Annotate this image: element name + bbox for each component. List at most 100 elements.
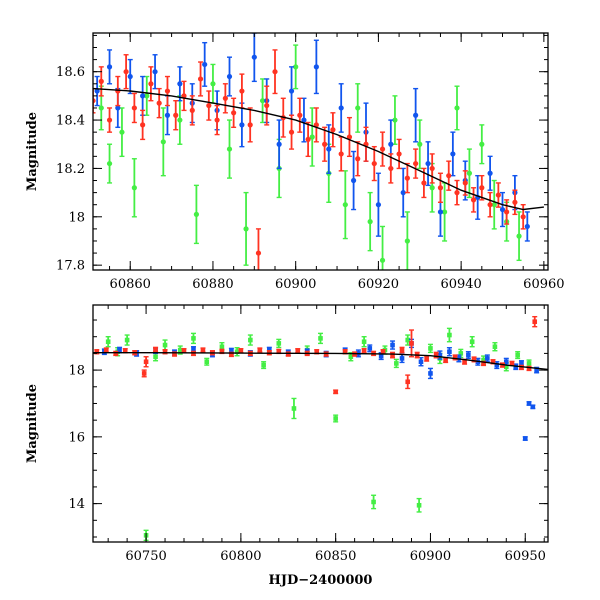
marker <box>103 347 109 353</box>
data-point-red <box>164 75 171 107</box>
y-tick-label: 18 <box>68 210 85 225</box>
marker <box>210 81 216 87</box>
data-point-red <box>181 80 187 112</box>
marker <box>471 357 477 362</box>
marker <box>462 180 468 186</box>
data-point-red <box>285 351 291 357</box>
marker <box>122 348 128 354</box>
series-red <box>94 315 538 395</box>
marker <box>519 365 524 370</box>
marker <box>191 347 196 352</box>
data-point-red <box>413 148 419 179</box>
marker <box>378 353 384 359</box>
marker <box>342 202 348 208</box>
marker <box>288 129 295 135</box>
series-blue <box>101 338 540 441</box>
marker <box>231 110 237 116</box>
data-point-blue <box>326 124 332 174</box>
marker <box>160 139 166 145</box>
marker <box>491 202 497 208</box>
marker <box>361 348 367 354</box>
marker <box>248 337 253 343</box>
data-point-red <box>371 145 377 182</box>
data-point-green <box>226 119 233 179</box>
data-point-green <box>162 339 168 351</box>
marker <box>94 88 100 94</box>
marker <box>202 61 208 68</box>
data-point-green <box>515 351 521 360</box>
x-tick-label: 60750 <box>125 549 166 564</box>
data-point-red <box>338 136 344 172</box>
data-point-green <box>247 334 253 346</box>
marker <box>297 112 303 118</box>
x-tick-label: 60880 <box>192 277 233 292</box>
marker <box>141 371 147 376</box>
marker <box>144 93 150 99</box>
marker <box>293 64 299 70</box>
series-green <box>98 44 522 270</box>
x-tick-label: 60800 <box>220 549 261 564</box>
marker <box>522 436 528 441</box>
data-point-green <box>243 191 249 266</box>
marker <box>446 173 452 179</box>
data-point-green <box>318 332 323 345</box>
marker <box>239 88 245 94</box>
data-point-red <box>200 347 206 353</box>
marker <box>238 348 244 354</box>
marker <box>421 180 427 186</box>
marker <box>519 361 524 366</box>
x-tick-label: 60940 <box>440 277 481 292</box>
marker <box>94 349 100 355</box>
data-point-red <box>429 153 435 184</box>
marker <box>115 105 121 111</box>
data-point-red <box>532 315 538 328</box>
data-point-red <box>189 95 195 126</box>
data-point-blue <box>288 66 295 116</box>
marker <box>243 226 249 232</box>
marker <box>239 122 245 128</box>
marker <box>164 88 171 94</box>
marker <box>338 105 344 111</box>
data-point-red <box>504 199 510 225</box>
data-point-green <box>106 143 113 184</box>
marker <box>428 346 433 351</box>
marker <box>106 117 113 123</box>
plot-area <box>93 33 544 270</box>
marker <box>333 389 338 395</box>
marker <box>433 352 439 358</box>
model-curve <box>93 87 544 211</box>
marker <box>189 107 195 113</box>
data-point-green <box>234 347 240 357</box>
marker <box>305 136 311 143</box>
data-point-red <box>264 85 270 126</box>
marker <box>105 339 111 345</box>
series-red <box>93 49 526 270</box>
marker <box>437 185 444 191</box>
marker <box>219 349 225 354</box>
marker <box>285 351 291 357</box>
data-point-green <box>454 85 460 131</box>
marker <box>437 352 443 358</box>
marker <box>152 69 158 75</box>
marker <box>348 354 354 360</box>
data-point-blue <box>475 174 481 220</box>
marker <box>143 359 149 365</box>
y-tick-label: 18 <box>68 364 85 379</box>
marker <box>469 339 475 345</box>
data-point-red <box>396 138 402 170</box>
data-point-green <box>276 338 282 349</box>
marker <box>526 361 532 366</box>
marker <box>115 88 121 94</box>
data-point-blue <box>530 404 536 410</box>
marker <box>452 355 458 360</box>
data-point-blue <box>465 351 471 360</box>
marker <box>516 233 522 239</box>
marker <box>487 170 493 176</box>
marker <box>450 151 456 157</box>
data-point-blue <box>487 155 493 191</box>
marker <box>98 105 104 111</box>
marker <box>301 117 307 123</box>
data-point-blue <box>425 141 431 187</box>
marker <box>509 361 515 366</box>
marker <box>418 359 424 365</box>
